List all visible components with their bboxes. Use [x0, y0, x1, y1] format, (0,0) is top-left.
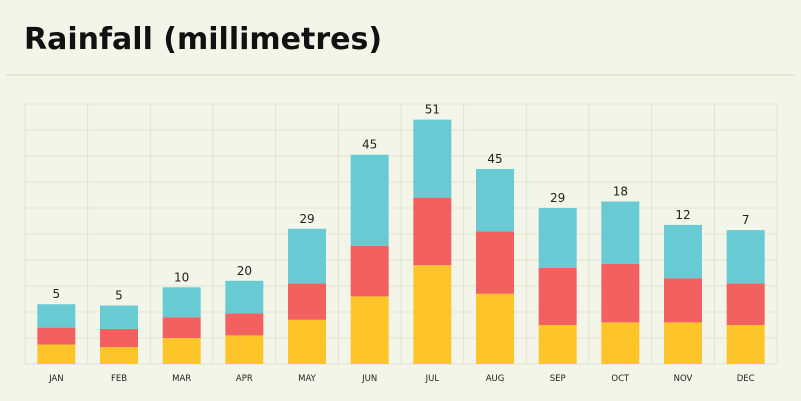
- bar-segment-dec-1: [726, 325, 765, 364]
- bar-segment-mar-3: [162, 287, 201, 318]
- x-tick-label-dec: DEC: [737, 374, 755, 384]
- bar-segment-aug-2: [476, 231, 514, 294]
- x-tick-label-may: MAY: [298, 374, 316, 384]
- bar-segment-dec-3: [726, 230, 765, 284]
- bar-segment-apr-2: [225, 313, 264, 336]
- bar-segment-may-1: [288, 319, 326, 364]
- data-label-dec: 7: [742, 213, 750, 227]
- bar-segment-mar-1: [162, 338, 201, 364]
- bar-segment-may-2: [288, 283, 326, 320]
- bar-segment-jan-3: [37, 304, 76, 328]
- bar-segment-jan-1: [37, 344, 76, 364]
- data-label-jul: 51: [425, 103, 440, 117]
- bar-segment-sep-1: [538, 325, 577, 364]
- bar-segment-nov-1: [664, 322, 702, 364]
- bar-segment-oct-1: [601, 322, 640, 364]
- title-divider: [6, 74, 795, 76]
- bar-segment-jan-2: [37, 327, 76, 345]
- data-label-sep: 29: [550, 191, 565, 205]
- gridlines: [24, 103, 778, 365]
- bar-segment-feb-3: [100, 305, 138, 329]
- chart-title: Rainfall (millimetres): [24, 22, 383, 57]
- bar-segment-jul-1: [413, 265, 452, 364]
- bar-segment-mar-2: [162, 317, 201, 338]
- bar-segment-feb-2: [100, 328, 138, 348]
- bar-segment-nov-2: [664, 278, 702, 323]
- data-label-nov: 12: [675, 208, 690, 222]
- bar-segment-apr-1: [225, 335, 264, 364]
- data-label-apr: 20: [237, 264, 252, 278]
- x-tick-label-oct: OCT: [611, 374, 630, 384]
- bars: [37, 119, 765, 364]
- bar-segment-jun-1: [350, 296, 389, 364]
- bar-segment-aug-3: [476, 169, 514, 232]
- bar-segment-jul-3: [413, 119, 452, 198]
- x-tick-label-jun: JUN: [361, 374, 377, 384]
- bar-segment-sep-3: [538, 208, 577, 268]
- x-tick-label-nov: NOV: [674, 374, 693, 384]
- bar-segment-dec-2: [726, 283, 765, 325]
- bar-segment-aug-1: [476, 293, 514, 364]
- bar-segment-oct-3: [601, 201, 640, 264]
- bar-segment-oct-2: [601, 263, 640, 323]
- data-label-aug: 45: [487, 152, 502, 166]
- bar-segment-apr-3: [225, 280, 264, 314]
- x-tick-label-mar: MAR: [172, 374, 191, 384]
- x-tick-label-aug: AUG: [486, 374, 505, 384]
- x-tick-label-sep: SEP: [550, 374, 566, 384]
- x-tick-label-apr: APR: [236, 374, 253, 384]
- bar-segment-nov-3: [664, 224, 702, 279]
- data-label-mar: 10: [174, 270, 189, 284]
- data-label-jun: 45: [362, 138, 377, 152]
- bar-segment-sep-2: [538, 267, 577, 325]
- bar-segment-may-3: [288, 228, 326, 284]
- bar-segment-feb-1: [100, 347, 138, 364]
- x-tick-label-feb: FEB: [111, 374, 127, 384]
- bar-segment-jul-2: [413, 197, 452, 266]
- data-label-oct: 18: [613, 185, 628, 199]
- bar-segment-jun-2: [350, 245, 389, 297]
- data-label-jan: 5: [53, 287, 61, 301]
- x-tick-label-jul: JUL: [425, 374, 440, 384]
- x-tick-label-jan: JAN: [48, 374, 64, 384]
- bar-segment-jun-3: [350, 154, 389, 246]
- data-label-may: 29: [299, 212, 314, 226]
- data-label-feb: 5: [115, 289, 123, 303]
